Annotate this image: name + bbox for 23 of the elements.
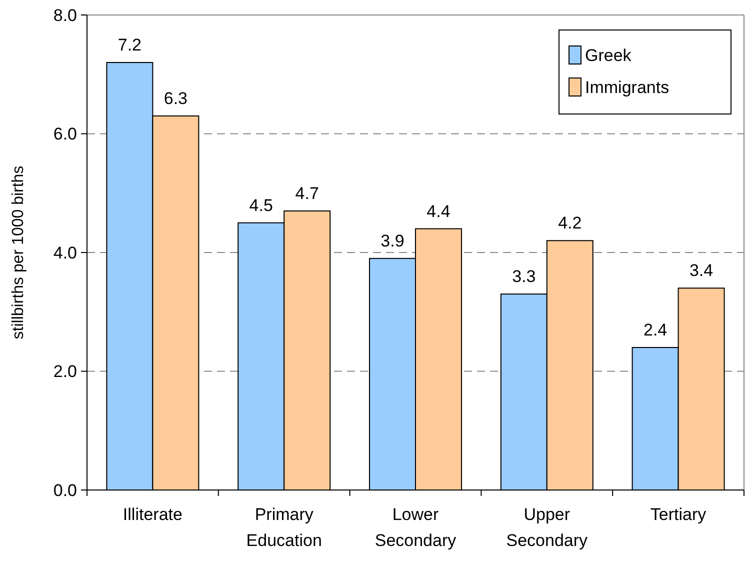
x-tick-label: Illiterate: [122, 505, 182, 524]
legend-label: Greek: [585, 46, 632, 65]
legend-label: Immigrants: [585, 78, 670, 97]
data-label: 6.3: [164, 88, 188, 108]
data-label: 3.9: [380, 231, 404, 250]
y-tick-label: 4.0: [53, 243, 77, 262]
data-label: 4.2: [558, 214, 582, 233]
y-tick-label: 6.0: [53, 124, 77, 144]
data-label: 7.2: [118, 36, 142, 54]
y-tick-label: 0.0: [53, 480, 77, 500]
data-label: 4.5: [249, 196, 273, 215]
x-tick-label: Tertiary: [650, 505, 707, 524]
data-label: 3.4: [689, 261, 714, 280]
x-tick-label: Lower Secondary: [374, 505, 457, 550]
x-tick-label: Primary Education: [246, 505, 322, 550]
y-axis-title: stillbirths per 1000 births: [10, 166, 27, 340]
y-tick-label: 8.0: [53, 6, 77, 25]
y-tick-label: 2.0: [53, 362, 77, 382]
data-label: 3.3: [512, 267, 536, 286]
data-label: 4.7: [295, 184, 319, 203]
x-tick-label: Upper Secondary: [506, 505, 588, 550]
data-label: 2.4: [643, 320, 668, 340]
data-label: 4.4: [426, 202, 450, 221]
